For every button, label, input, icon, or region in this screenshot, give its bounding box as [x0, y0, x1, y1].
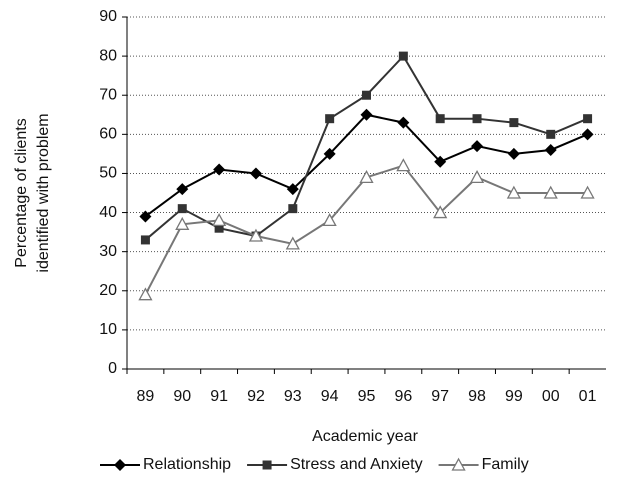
y-tick-label: 80: [99, 47, 117, 64]
marker: [360, 108, 373, 121]
marker: [359, 169, 374, 184]
marker: [433, 205, 448, 219]
x-tick-label: 89: [137, 388, 155, 405]
x-tick-label: 91: [210, 388, 228, 405]
y-tick-label: 30: [99, 243, 117, 260]
marker: [434, 155, 447, 168]
x-tick-label: 99: [505, 388, 523, 405]
marker: [472, 114, 482, 124]
x-tick-label: 96: [394, 388, 412, 405]
y-axis-label: Percentage of clients: [13, 118, 30, 267]
marker: [176, 183, 189, 196]
marker: [583, 114, 593, 124]
y-tick-label: 50: [99, 165, 117, 182]
marker: [397, 116, 410, 129]
marker: [177, 204, 187, 214]
marker: [323, 147, 336, 160]
y-tick-label: 90: [99, 8, 117, 25]
marker: [138, 287, 153, 301]
marker: [285, 236, 300, 250]
y-tick-label: 0: [108, 360, 117, 377]
y-tick-label: 70: [99, 86, 117, 103]
marker: [249, 167, 262, 180]
marker: [322, 213, 337, 227]
x-tick-label: 90: [173, 388, 191, 405]
marker: [325, 114, 335, 124]
marker: [398, 51, 408, 61]
marker: [214, 223, 224, 233]
marker: [213, 163, 226, 176]
marker: [286, 183, 299, 196]
y-axis-label: identified with problem: [35, 113, 52, 272]
y-tick-label: 40: [99, 204, 117, 221]
marker: [506, 185, 521, 199]
marker: [288, 204, 298, 214]
y-tick-label: 60: [99, 126, 117, 143]
marker: [248, 228, 264, 242]
marker: [544, 143, 557, 156]
marker: [139, 210, 152, 223]
x-tick-label: 00: [542, 388, 560, 405]
x-tick-label: 01: [579, 388, 597, 405]
x-axis-label: Academic year: [312, 428, 418, 445]
marker: [469, 169, 485, 184]
marker: [546, 129, 556, 139]
x-tick-label: 98: [468, 388, 486, 405]
legend-label: Family: [482, 456, 529, 473]
marker: [435, 114, 445, 124]
marker: [509, 118, 519, 128]
marker: [175, 216, 190, 230]
legend-marker: [114, 459, 126, 471]
legend-marker: [262, 460, 272, 470]
marker: [581, 128, 594, 141]
marker: [471, 140, 484, 153]
marker: [212, 213, 227, 227]
series-line: [144, 164, 588, 296]
x-tick-label: 94: [321, 388, 339, 405]
marker: [396, 158, 411, 172]
marker: [362, 90, 371, 100]
legend-label: Relationship: [143, 456, 231, 473]
marker: [543, 185, 558, 199]
marker: [140, 235, 150, 245]
x-tick-label: 95: [358, 388, 376, 405]
x-tick-label: 92: [247, 388, 265, 405]
y-tick-label: 20: [99, 282, 117, 299]
marker: [580, 185, 595, 199]
legend-marker: [451, 457, 466, 471]
legend-label: Stress and Anxiety: [290, 456, 423, 473]
marker: [507, 147, 520, 160]
x-tick-label: 93: [284, 388, 302, 405]
x-tick-label: 97: [431, 388, 449, 405]
series-line: [144, 113, 588, 218]
y-tick-label: 10: [99, 321, 117, 338]
